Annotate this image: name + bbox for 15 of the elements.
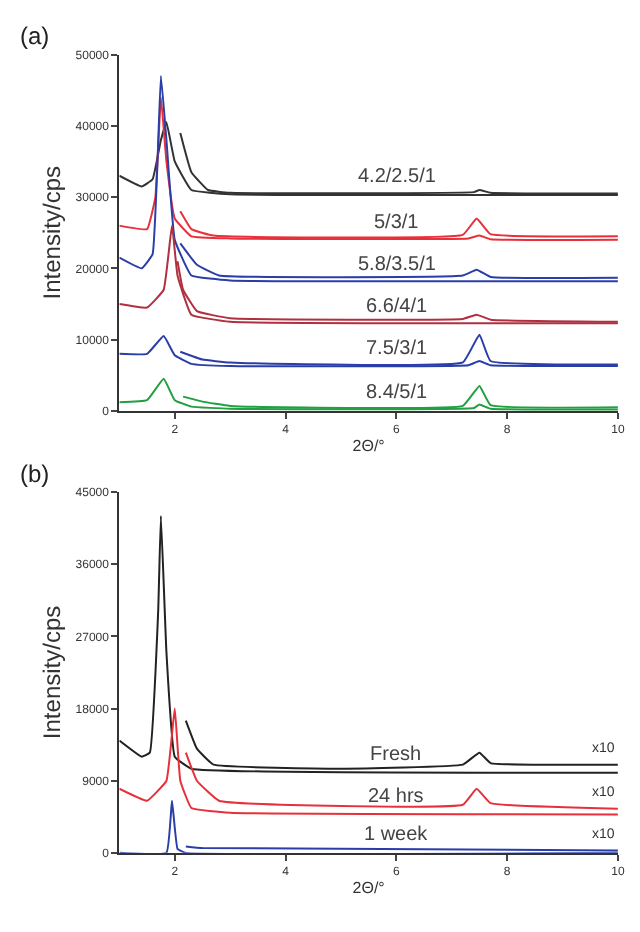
x-axis-title: 2Θ/° (352, 437, 385, 456)
chart-title: (b) (20, 460, 50, 488)
series-label: 6.6/4/1 (366, 296, 429, 318)
series-label: 8.4/5/1 (366, 382, 429, 404)
chart-title: (a) (20, 22, 50, 50)
y-axis-title: Intensity/cps (38, 166, 67, 300)
x-axis-title: 2Θ/° (352, 879, 385, 898)
series-label: Fresh (370, 744, 422, 766)
series-label: 1 week (364, 824, 430, 846)
series-label: 24 hrs (368, 786, 424, 808)
y-axis-title: Intensity/cps (38, 605, 67, 740)
series-label: 4.2/2.5/1 (358, 166, 437, 188)
series-label: 5/3/1 (374, 212, 420, 234)
series-label: 7.5/3/1 (366, 338, 429, 360)
series-label: 5.8/3.5/1 (358, 254, 437, 276)
